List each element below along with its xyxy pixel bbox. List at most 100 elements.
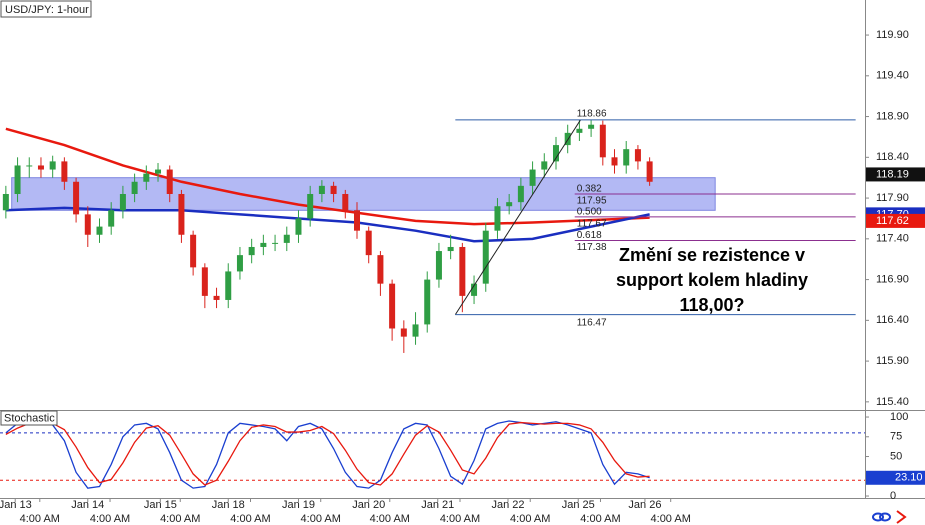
candle-body (517, 185, 524, 203)
fib-ratio: 0.618 (577, 230, 602, 241)
candle-body (318, 185, 325, 194)
candle-body (108, 210, 115, 227)
candle-body (190, 234, 197, 268)
moving-average (5, 127, 650, 226)
stoch-tick-label: 50 (890, 450, 902, 462)
candle-body (248, 246, 255, 256)
candle-body (634, 149, 641, 162)
candle-body (178, 193, 185, 235)
x-tick-label: 4:00 AM (301, 513, 341, 525)
candle-body (49, 161, 56, 170)
candle-body (482, 230, 489, 284)
stoch-tag-label: 23.10 (895, 472, 923, 484)
candle-body (73, 181, 80, 215)
y-tick-label: 115.90 (876, 355, 909, 367)
candle-body (588, 124, 595, 129)
y-tick-label: 117.90 (876, 192, 909, 204)
candle-body (307, 193, 314, 219)
chart-title: USD/JPY: 1-hour (5, 4, 89, 16)
stoch-tick-label: 75 (890, 431, 902, 443)
price-tag-label: 117.62 (876, 215, 909, 227)
title-box (0, 0, 92, 18)
candle-body (155, 169, 162, 174)
x-tick-label: 4:00 AM (20, 513, 60, 525)
candle-body (201, 267, 208, 296)
x-tick-label: Jan 21 (421, 499, 454, 511)
y-tick-label: 116.40 (876, 314, 909, 326)
candle-body (342, 193, 349, 211)
candle-body (459, 246, 466, 296)
candle-body (260, 242, 267, 247)
candle-body (84, 214, 91, 235)
x-tick-label: 4:00 AM (510, 513, 550, 525)
stoch-tick-label: 100 (890, 411, 908, 423)
panel-title: Stochastic (4, 412, 55, 424)
candle-body (552, 145, 559, 162)
candle-body (166, 169, 173, 194)
y-tick-label: 119.90 (876, 29, 909, 41)
candle-body (143, 173, 150, 182)
candle-body (447, 246, 454, 252)
fib-ratio: 0.500 (577, 206, 602, 217)
y-tick-label: 119.40 (876, 70, 909, 82)
x-tick-label: 4:00 AM (440, 513, 480, 525)
candle-body (599, 124, 606, 158)
candle-body (330, 185, 337, 194)
candle-body (283, 234, 290, 243)
candle-body (119, 193, 126, 211)
x-tick-label: 4:00 AM (651, 513, 691, 525)
candle-body (37, 165, 44, 170)
candle-body (377, 255, 384, 284)
candle-body (14, 165, 21, 194)
candle-body (576, 128, 583, 133)
candle-body (529, 169, 536, 186)
fib-price: 117.67 (577, 218, 607, 229)
x-tick-label: Jan 14 (71, 499, 104, 511)
candle-body (236, 255, 243, 272)
stoch-tag (866, 470, 925, 485)
candle-body (389, 283, 396, 329)
annotation: support kolem hladiny (616, 270, 808, 290)
annotation: Změní se rezistence v (619, 245, 805, 265)
x-tick-label: 4:00 AM (230, 513, 270, 525)
arrow-icon[interactable] (896, 510, 907, 524)
candle-body (61, 161, 68, 182)
candle-body (365, 230, 372, 256)
x-tick-label: 4:00 AM (90, 513, 130, 525)
x-tick-label: 4:00 AM (580, 513, 620, 525)
stoch-line (5, 421, 650, 486)
candle-body (26, 165, 33, 167)
moving-average (5, 206, 650, 243)
x-tick-label: Jan 13 (0, 499, 32, 511)
candle-body (225, 271, 232, 300)
candle-body (424, 279, 431, 325)
stoch-tick-label: 0 (890, 490, 896, 502)
link-icon[interactable] (872, 512, 884, 522)
candle-body (272, 242, 279, 244)
panel-title-box (0, 410, 58, 426)
fib-extreme-label: 116.47 (577, 317, 607, 328)
x-tick-label: 4:00 AM (160, 513, 200, 525)
candle-body (96, 226, 103, 235)
candle-body (541, 161, 548, 170)
fib-price: 117.95 (577, 196, 607, 207)
candle-body (471, 283, 478, 296)
candle-body (646, 161, 653, 182)
x-tick-label: Jan 25 (562, 499, 595, 511)
candle-body (354, 210, 361, 231)
link-icon-2 (879, 512, 891, 522)
annotation: 118,00? (679, 295, 744, 315)
candle-body (2, 193, 9, 211)
candle-body (506, 202, 513, 207)
price-tag (866, 213, 925, 228)
x-tick-label: Jan 26 (628, 499, 661, 511)
candle-body (435, 251, 442, 280)
x-tick-label: Jan 22 (491, 499, 524, 511)
toolbar-icons[interactable] (872, 510, 907, 524)
x-tick-label: 4:00 AM (370, 513, 410, 525)
candle-body (131, 181, 138, 194)
candle-body (611, 157, 618, 166)
candle-body (494, 206, 501, 231)
x-tick-label: Jan 20 (352, 499, 385, 511)
